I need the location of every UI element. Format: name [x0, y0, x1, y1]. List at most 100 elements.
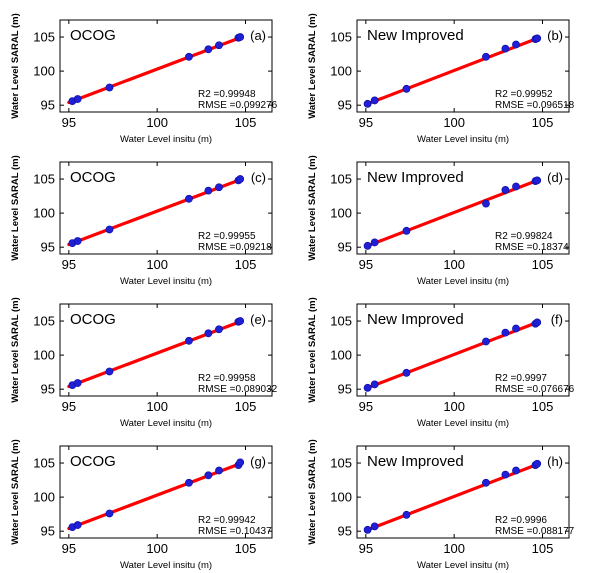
fit-line	[67, 461, 244, 531]
r2-stat: R2 =0.99942	[198, 515, 256, 526]
data-point	[512, 466, 520, 475]
panel-label: (c)	[251, 170, 266, 185]
y-axis-label: Water Level SARAL (m)	[10, 13, 21, 119]
data-point	[236, 458, 245, 467]
data-point	[402, 368, 411, 377]
y-tick-label: 100	[330, 64, 352, 79]
panel-label: (e)	[250, 312, 266, 327]
data-point	[482, 337, 490, 346]
data-point	[363, 383, 372, 392]
data-point	[512, 40, 520, 49]
y-tick-label: 105	[33, 30, 55, 45]
y-tick-label: 95	[338, 98, 352, 113]
y-tick-label: 105	[330, 456, 352, 471]
y-tick-label: 105	[33, 456, 55, 471]
x-axis-label: Water Level insitu (m)	[417, 134, 509, 145]
data-point	[215, 466, 223, 475]
data-point	[204, 186, 213, 195]
fit-line	[364, 320, 541, 391]
panel-label: (b)	[547, 28, 563, 43]
r2-stat: R2 =0.9996	[495, 515, 547, 526]
data-point	[185, 52, 193, 61]
y-tick-label: 95	[41, 382, 55, 397]
method-title: OCOG	[70, 453, 116, 470]
data-point	[204, 471, 213, 480]
data-point	[73, 521, 82, 529]
rmse-stat: RMSE =0.096518	[495, 100, 575, 111]
chart-panel-e: 95 100 105 95 100 105 Water Level insitu (m) Wa…	[10, 297, 278, 429]
y-tick-label: 95	[41, 524, 55, 539]
x-tick-label: 95	[359, 541, 373, 556]
data-point	[363, 525, 372, 534]
y-axis-label: Water Level SARAL (m)	[307, 155, 318, 261]
y-axis-label: Water Level SARAL (m)	[10, 297, 21, 403]
data-point	[501, 186, 510, 194]
data-point	[482, 52, 490, 61]
data-point	[105, 367, 114, 376]
method-title: New Improved	[367, 169, 464, 186]
data-point	[512, 324, 520, 333]
x-tick-label: 95	[62, 257, 76, 272]
r2-stat: R2 =0.99955	[198, 231, 256, 242]
y-tick-label: 95	[41, 240, 55, 255]
data-point	[185, 194, 193, 203]
y-tick-label: 100	[330, 490, 352, 505]
data-point	[501, 44, 510, 53]
x-tick-label: 105	[532, 257, 554, 272]
axes-frame	[59, 161, 273, 255]
x-tick-label: 100	[443, 115, 465, 130]
axes-frame	[356, 445, 570, 539]
x-tick-label: 95	[359, 257, 373, 272]
data-point	[236, 317, 245, 325]
x-tick-label: 105	[235, 257, 257, 272]
data-point	[215, 325, 223, 334]
x-tick-label: 105	[532, 399, 554, 414]
data-point	[185, 336, 193, 345]
panel-label: (a)	[250, 28, 266, 43]
x-axis-label: Water Level insitu (m)	[417, 276, 509, 287]
x-tick-label: 100	[443, 257, 465, 272]
axes-frame	[59, 19, 273, 113]
y-axis-label: Water Level SARAL (m)	[307, 13, 318, 119]
y-tick-label: 105	[330, 314, 352, 329]
y-axis-label: Water Level SARAL (m)	[307, 297, 318, 403]
panel-label: (h)	[547, 454, 563, 469]
chart-panel-b: 95 100 105 95 100 105 Water Level insitu (m) Wa…	[307, 13, 575, 145]
data-point	[482, 478, 490, 487]
axes-frame	[59, 445, 273, 539]
y-tick-label: 95	[338, 240, 352, 255]
data-point	[370, 96, 379, 105]
data-point	[204, 329, 213, 338]
y-tick-label: 95	[338, 524, 352, 539]
r2-stat: R2 =0.99948	[198, 89, 256, 100]
x-axis-label: Water Level insitu (m)	[120, 276, 212, 287]
axes-frame	[356, 19, 570, 113]
data-point	[105, 83, 114, 92]
fit-line	[364, 36, 541, 107]
chart-panel-h: 95 100 105 95 100 105 Water Level insitu (m) Wa…	[307, 439, 575, 571]
x-tick-label: 95	[359, 115, 373, 130]
y-tick-label: 105	[33, 172, 55, 187]
panel-label: (d)	[547, 170, 563, 185]
x-tick-label: 95	[62, 115, 76, 130]
y-tick-label: 100	[33, 206, 55, 221]
data-point	[370, 380, 379, 389]
data-point	[501, 328, 510, 337]
x-tick-label: 105	[235, 399, 257, 414]
data-point	[236, 33, 245, 41]
axes-frame	[356, 161, 570, 255]
data-point	[402, 510, 411, 519]
rmse-stat: RMSE =0.09218	[198, 242, 272, 253]
x-tick-label: 100	[146, 541, 168, 556]
y-tick-label: 100	[33, 64, 55, 79]
data-point	[105, 225, 114, 234]
data-point	[105, 509, 114, 518]
method-title: OCOG	[70, 311, 116, 328]
fit-line	[364, 462, 541, 533]
data-point	[204, 45, 213, 54]
x-axis-label: Water Level insitu (m)	[417, 418, 509, 429]
fit-line	[67, 177, 244, 247]
x-tick-label: 100	[146, 257, 168, 272]
y-tick-label: 100	[330, 348, 352, 363]
